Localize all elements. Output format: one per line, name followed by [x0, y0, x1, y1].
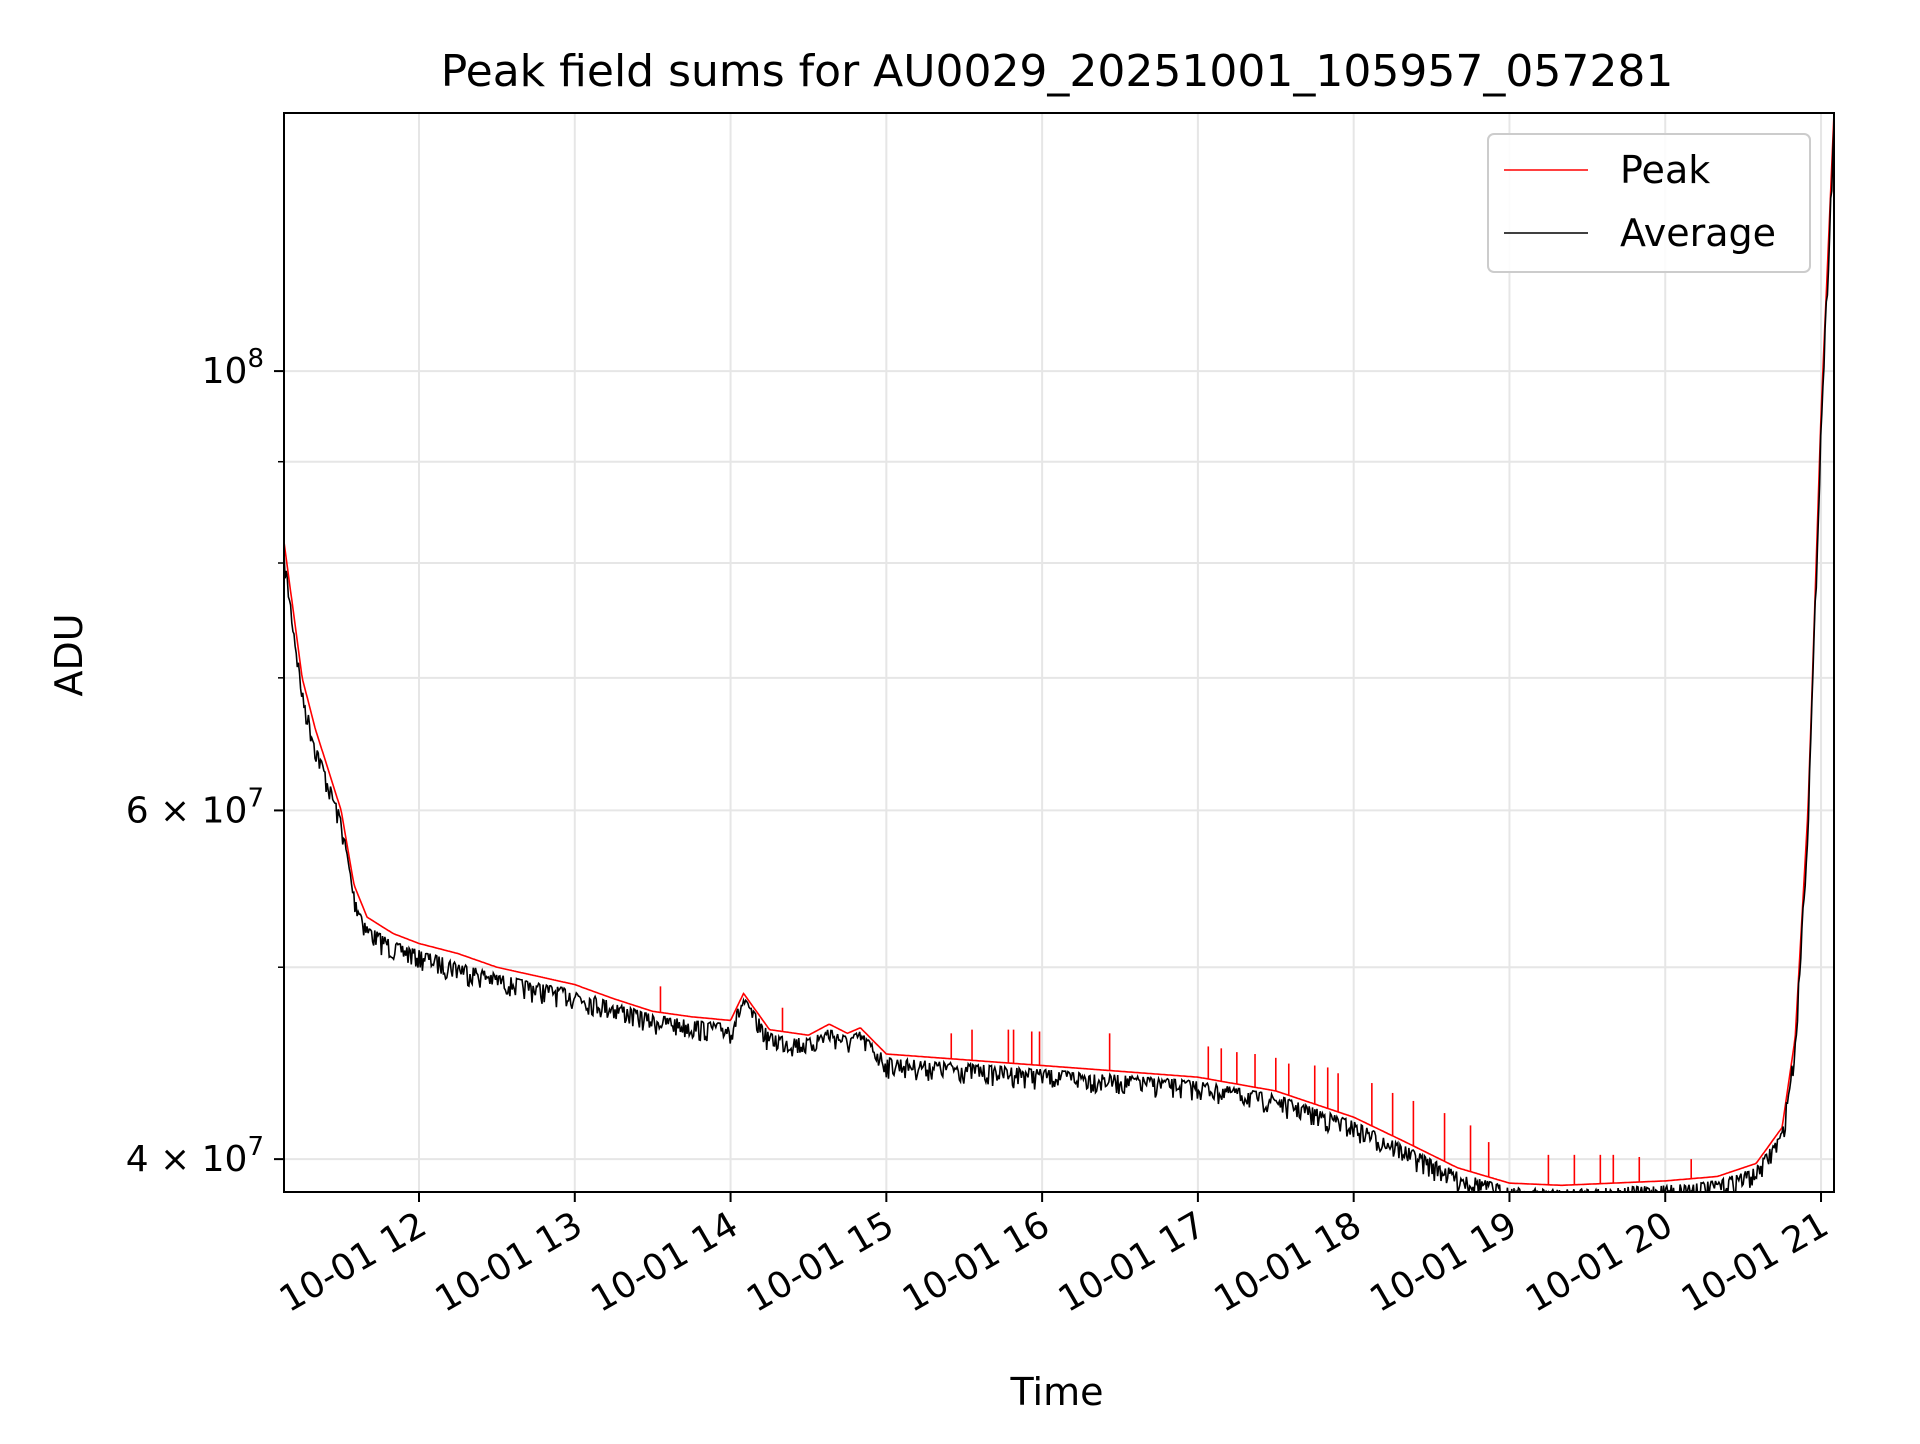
x-tick-label: 10-01 18: [1208, 1204, 1369, 1320]
x-tick-label: 10-01 14: [584, 1204, 745, 1320]
series-line-peak: [284, 113, 1834, 1187]
chart-title: Peak field sums for AU0029_20251001_1059…: [441, 46, 1674, 97]
x-tick-label: 10-01 13: [429, 1204, 590, 1320]
x-tick-label: 10-01 19: [1363, 1204, 1524, 1320]
legend-label-average: Average: [1620, 211, 1776, 255]
y-tick-label: 4 × 107: [126, 1132, 264, 1180]
legend-box: [1487, 133, 1811, 273]
x-tick-label: 10-01 16: [896, 1204, 1057, 1320]
x-tick-label: 10-01 12: [273, 1204, 434, 1320]
legend: Peak Average: [1487, 133, 1811, 273]
y-tick-label: 108: [202, 344, 264, 392]
x-tick-label: 10-01 20: [1519, 1204, 1680, 1320]
plot-frame: [283, 112, 1835, 1193]
y-tick-label: 6 × 107: [126, 783, 264, 831]
x-tick-label: 10-01 15: [740, 1204, 901, 1320]
y-axis-label: ADU: [47, 613, 91, 696]
x-tick-label: 10-01 17: [1052, 1204, 1213, 1320]
x-axis-label: Time: [1010, 1370, 1104, 1414]
y-axis-ticks: 108 6 × 107 4 × 107: [126, 344, 284, 1180]
plot-area: [284, 113, 1834, 1192]
series-line-average: [284, 124, 1834, 1192]
grid-lines: [284, 113, 1834, 1192]
x-tick-label: 10-01 21: [1675, 1204, 1836, 1320]
legend-label-peak: Peak: [1620, 148, 1710, 192]
